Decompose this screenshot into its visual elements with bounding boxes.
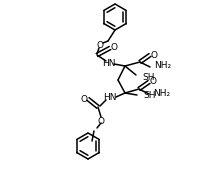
Text: SH: SH <box>142 73 154 82</box>
Text: O: O <box>81 95 88 104</box>
Text: SH: SH <box>143 92 155 101</box>
Text: HN: HN <box>103 93 117 102</box>
Text: NH₂: NH₂ <box>154 61 171 70</box>
Text: O: O <box>96 41 103 50</box>
Text: O: O <box>98 116 104 125</box>
Text: O: O <box>151 50 157 59</box>
Text: O: O <box>150 78 156 87</box>
Text: O: O <box>111 44 118 53</box>
Text: NH₂: NH₂ <box>153 88 170 98</box>
Text: HN: HN <box>102 59 116 67</box>
